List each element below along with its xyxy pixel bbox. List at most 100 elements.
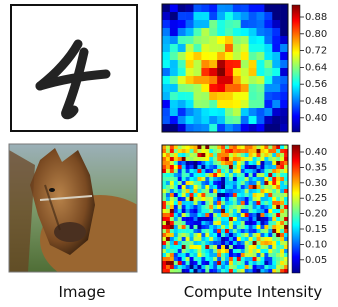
heatmap-cell: [170, 44, 178, 52]
heatmap-cell: [280, 249, 284, 253]
heatmap-cell: [233, 28, 241, 36]
heatmap-cell: [205, 261, 209, 265]
heatmap-cell: [272, 233, 276, 237]
heatmap-cell: [182, 241, 186, 245]
heatmap-cell: [245, 221, 249, 225]
heatmap-cell: [170, 197, 174, 201]
heatmap-cell: [170, 165, 174, 169]
heatmap-cell: [166, 241, 170, 245]
heatmap-cell: [225, 173, 229, 177]
heatmap-cell: [170, 153, 174, 157]
heatmap-cell: [166, 185, 170, 189]
heatmap-cell: [276, 149, 280, 153]
heatmap-cell: [209, 261, 213, 265]
heatmap-cell: [280, 241, 284, 245]
heatmap-cell: [205, 177, 209, 181]
heatmap-cell: [264, 124, 272, 132]
heatmap-cell: [205, 213, 209, 217]
heatmap-cell: [276, 249, 280, 253]
heatmap-cell: [174, 225, 178, 229]
heatmap-cell: [221, 229, 225, 233]
heatmap-cell: [272, 229, 276, 233]
heatmap-cell: [201, 173, 205, 177]
heatmap-cell: [205, 149, 209, 153]
heatmap-cell: [249, 124, 257, 132]
heatmap-cell: [186, 124, 194, 132]
heatmap-cell: [162, 229, 166, 233]
heatmap-cell: [264, 165, 268, 169]
heatmap-cell: [257, 201, 261, 205]
heatmap-cell: [264, 221, 268, 225]
heatmap-cell: [268, 221, 272, 225]
heatmap-cell: [241, 197, 245, 201]
heatmap-cell: [233, 145, 237, 149]
heatmap-cell: [170, 36, 178, 44]
heatmap-cell: [162, 124, 170, 132]
heatmap-cell: [162, 193, 166, 197]
heatmap-cell: [217, 217, 221, 221]
heatmap-cell: [186, 108, 194, 116]
heatmap-cell: [209, 108, 217, 116]
heatmap-cell: [197, 257, 201, 261]
heatmap-cell: [245, 181, 249, 185]
heatmap-cell: [237, 233, 241, 237]
heatmap-cell: [178, 217, 182, 221]
heatmap-cell: [260, 241, 264, 245]
heatmap-cell: [245, 257, 249, 261]
heatmap-cell: [194, 44, 202, 52]
heatmap-cell: [268, 253, 272, 257]
heatmap-cell: [178, 241, 182, 245]
heatmap-cell: [225, 161, 229, 165]
heatmap-cell: [221, 149, 225, 153]
heatmap-cell: [194, 68, 202, 76]
heatmap-cell: [197, 241, 201, 245]
heatmap-cell: [245, 265, 249, 269]
heatmap-cell: [209, 28, 217, 36]
heatmap-cell: [190, 237, 194, 241]
heatmap-cell: [257, 233, 261, 237]
heatmap-cell: [257, 20, 265, 28]
heatmap-cell: [225, 157, 229, 161]
heatmap-cell: [197, 193, 201, 197]
heatmap-cell: [194, 52, 202, 60]
heatmap-cell: [280, 181, 284, 185]
heatmap-cell: [178, 157, 182, 161]
heatmap-cell: [225, 197, 229, 201]
heatmap-cell: [162, 201, 166, 205]
heatmap-cell: [233, 245, 237, 249]
heatmap-cell: [178, 169, 182, 173]
heatmap-cell: [213, 221, 217, 225]
heatmap-cell: [190, 233, 194, 237]
heatmap-cell: [237, 229, 241, 233]
heatmap-cell: [237, 165, 241, 169]
heatmap-cell: [174, 157, 178, 161]
heatmap-cell: [201, 213, 205, 217]
heatmap-cell: [280, 205, 284, 209]
heatmap-cell: [233, 44, 241, 52]
heatmap-cell: [178, 161, 182, 165]
heatmap-cell: [257, 173, 261, 177]
heatmap-cell: [182, 225, 186, 229]
heatmap-cell: [162, 213, 166, 217]
heatmap-cell: [174, 193, 178, 197]
heatmap-cell: [213, 169, 217, 173]
heatmap-cell: [194, 12, 202, 20]
heatmap-cell: [182, 217, 186, 221]
heatmap-cell: [268, 169, 272, 173]
heatmap-cell: [217, 165, 221, 169]
heatmap-cell: [186, 60, 194, 68]
heatmap-cell: [194, 108, 202, 116]
heatmap-cell: [217, 221, 221, 225]
heatmap-cell: [170, 20, 178, 28]
heatmap-cell: [174, 209, 178, 213]
heatmap-cell: [237, 261, 241, 265]
heatmap-cell: [209, 201, 213, 205]
heatmap-cell: [249, 20, 257, 28]
heatmap-cell: [253, 237, 257, 241]
heatmap-cell: [217, 68, 225, 76]
heatmap-cell: [194, 4, 202, 12]
heatmap-cell: [197, 157, 201, 161]
heatmap-cell: [272, 153, 276, 157]
heatmap-cell: [245, 177, 249, 181]
heatmap-cell: [253, 205, 257, 209]
